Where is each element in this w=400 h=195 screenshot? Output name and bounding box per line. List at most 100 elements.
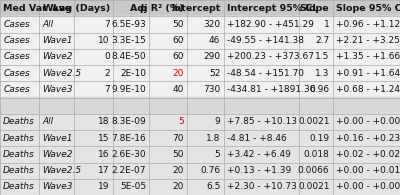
Text: -48.54 - +151.70: -48.54 - +151.70 — [227, 69, 304, 78]
Text: Wave3: Wave3 — [42, 182, 73, 191]
Bar — [0, 146, 400, 162]
Text: 2: 2 — [104, 69, 110, 78]
Text: Cases: Cases — [3, 69, 30, 78]
Text: 0.0021: 0.0021 — [298, 117, 330, 126]
Text: Wave3: Wave3 — [42, 85, 73, 94]
Text: Wave2.5: Wave2.5 — [42, 166, 81, 175]
Text: +2.30 - +10.73: +2.30 - +10.73 — [227, 182, 297, 191]
Text: 19: 19 — [98, 182, 110, 191]
Text: Wave1: Wave1 — [42, 36, 73, 45]
Text: 2.7: 2.7 — [315, 36, 330, 45]
Bar — [0, 16, 400, 33]
Bar — [0, 114, 400, 130]
Text: 1.3: 1.3 — [315, 69, 330, 78]
Text: Deaths: Deaths — [3, 134, 35, 143]
Text: 290: 290 — [203, 52, 220, 61]
Text: 1.5: 1.5 — [315, 52, 330, 61]
Text: -4.81 - +8.46: -4.81 - +8.46 — [227, 134, 286, 143]
Text: +0.00 - +0.00: +0.00 - +0.00 — [336, 182, 400, 191]
Text: +182.90 - +451.29: +182.90 - +451.29 — [227, 20, 314, 29]
Text: -434.81 - +1891.36: -434.81 - +1891.36 — [227, 85, 315, 94]
Text: 7.8E-16: 7.8E-16 — [112, 134, 146, 143]
Text: 15: 15 — [98, 134, 110, 143]
Text: +0.00 - +0.01: +0.00 - +0.01 — [336, 166, 400, 175]
Text: 0.19: 0.19 — [309, 134, 330, 143]
Text: Cases: Cases — [3, 20, 30, 29]
Text: 2.2E-07: 2.2E-07 — [112, 166, 146, 175]
Bar — [0, 81, 400, 98]
Text: 730: 730 — [203, 85, 220, 94]
Text: 6.5E-93: 6.5E-93 — [112, 20, 146, 29]
Text: 70: 70 — [172, 134, 184, 143]
Text: Cases: Cases — [3, 85, 30, 94]
Bar — [0, 98, 400, 114]
Text: All: All — [42, 117, 53, 126]
Text: Adj R² (%): Adj R² (%) — [130, 4, 184, 13]
Text: Deaths: Deaths — [3, 166, 35, 175]
Text: 20: 20 — [173, 166, 184, 175]
Text: +7.85 - +10.13: +7.85 - +10.13 — [227, 117, 297, 126]
Text: 10: 10 — [98, 36, 110, 45]
Text: 0.96: 0.96 — [309, 85, 330, 94]
Text: +0.16 - +0.23: +0.16 - +0.23 — [336, 134, 400, 143]
Text: 2.6E-30: 2.6E-30 — [112, 150, 146, 159]
Bar — [0, 162, 400, 179]
Text: Med Var: Med Var — [3, 4, 47, 13]
Text: 5E-05: 5E-05 — [120, 182, 146, 191]
Text: Wave2.5: Wave2.5 — [42, 69, 81, 78]
Text: 0.0021: 0.0021 — [298, 182, 330, 191]
Bar — [0, 49, 400, 65]
Text: 18: 18 — [98, 117, 110, 126]
Bar — [0, 65, 400, 81]
Text: 7: 7 — [104, 20, 110, 29]
Bar — [0, 33, 400, 49]
Text: 1: 1 — [324, 20, 330, 29]
Text: Deaths: Deaths — [3, 117, 35, 126]
Text: 20: 20 — [173, 182, 184, 191]
Text: Wave1: Wave1 — [42, 134, 73, 143]
Bar — [0, 0, 400, 16]
Text: Slope: Slope — [300, 4, 330, 13]
Text: p: p — [140, 4, 146, 13]
Text: 7: 7 — [104, 85, 110, 94]
Text: 5: 5 — [215, 150, 220, 159]
Text: +2.21 - +3.25: +2.21 - +3.25 — [336, 36, 400, 45]
Text: +0.68 - +1.24: +0.68 - +1.24 — [336, 85, 400, 94]
Text: +3.42 - +6.49: +3.42 - +6.49 — [227, 150, 291, 159]
Text: Deaths: Deaths — [3, 150, 35, 159]
Text: Wave2: Wave2 — [42, 52, 73, 61]
Text: 0.76: 0.76 — [200, 166, 220, 175]
Text: 50: 50 — [172, 20, 184, 29]
Text: 60: 60 — [172, 36, 184, 45]
Text: +0.02 - +0.02: +0.02 - +0.02 — [336, 150, 400, 159]
Text: 60: 60 — [172, 52, 184, 61]
Text: 6.5: 6.5 — [206, 182, 220, 191]
Text: Intercept 95% CL: Intercept 95% CL — [227, 4, 318, 13]
Text: Intercept: Intercept — [171, 4, 220, 13]
Text: 16: 16 — [98, 150, 110, 159]
Text: 52: 52 — [209, 69, 220, 78]
Text: +0.13 - +1.39: +0.13 - +1.39 — [227, 166, 291, 175]
Text: 0.018: 0.018 — [304, 150, 330, 159]
Text: All: All — [42, 20, 53, 29]
Text: 50: 50 — [172, 150, 184, 159]
Text: 8.4E-50: 8.4E-50 — [112, 52, 146, 61]
Text: 46: 46 — [209, 36, 220, 45]
Text: Wave2: Wave2 — [42, 150, 73, 159]
Text: Deaths: Deaths — [3, 182, 35, 191]
Text: 0: 0 — [104, 52, 110, 61]
Text: Cases: Cases — [3, 52, 30, 61]
Text: +1.35 - +1.66: +1.35 - +1.66 — [336, 52, 400, 61]
Text: 9: 9 — [215, 117, 220, 126]
Text: 0.0066: 0.0066 — [298, 166, 330, 175]
Text: 20: 20 — [173, 69, 184, 78]
Text: +200.23 - +373.67: +200.23 - +373.67 — [227, 52, 314, 61]
Text: 2E-10: 2E-10 — [120, 69, 146, 78]
Text: 5: 5 — [178, 117, 184, 126]
Text: +0.91 - +1.64: +0.91 - +1.64 — [336, 69, 400, 78]
Bar — [0, 179, 400, 195]
Text: 40: 40 — [173, 85, 184, 94]
Bar — [0, 130, 400, 146]
Text: 320: 320 — [203, 20, 220, 29]
Text: +0.96 - +1.12: +0.96 - +1.12 — [336, 20, 400, 29]
